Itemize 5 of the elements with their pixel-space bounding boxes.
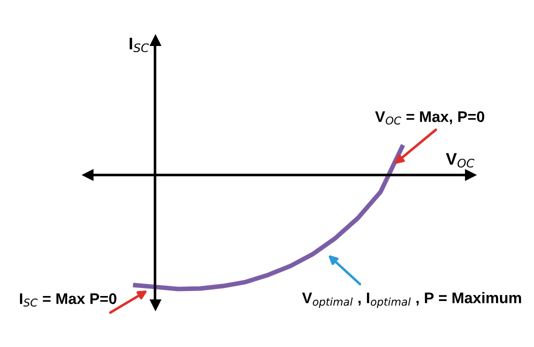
x-axis-title: V$_{OC}$: [446, 153, 474, 168]
text: I$_{SC}$ = Max P=0: [20, 293, 116, 307]
text: V$_{optimal}$ , I$_{optimal}$ , P = Maximum: [302, 292, 522, 308]
text: I$_{SC}$: [130, 38, 149, 52]
text: V$_{OC}$ = Max, P=0: [375, 111, 484, 125]
